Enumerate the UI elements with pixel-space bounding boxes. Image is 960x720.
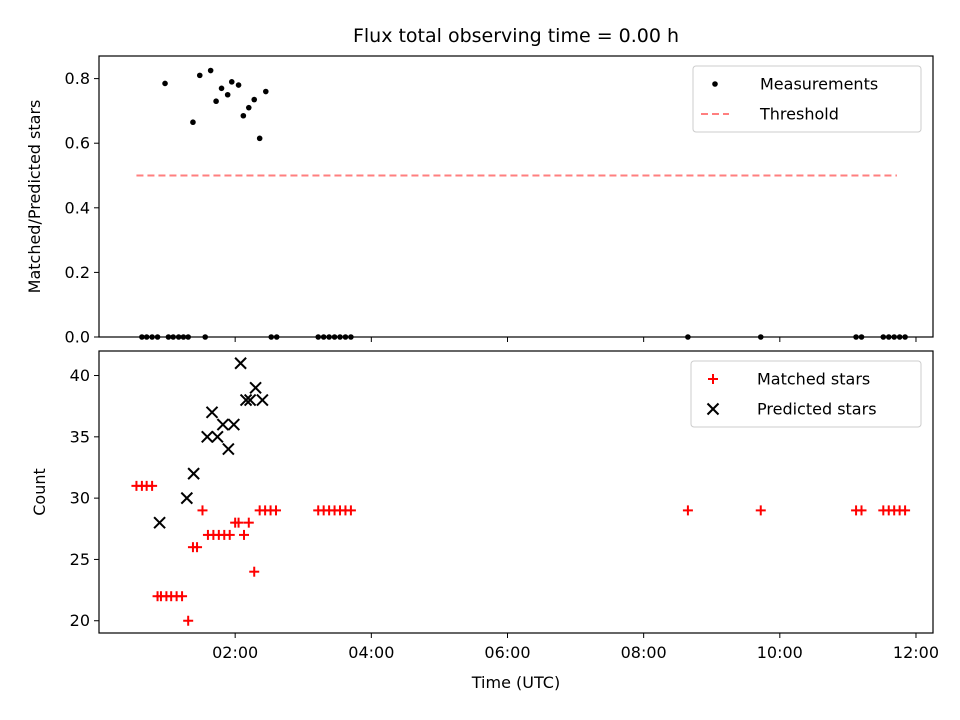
- measurements-point: [251, 96, 258, 103]
- matched-stars-point: [271, 505, 282, 516]
- x-tick-label: 04:00: [348, 643, 394, 662]
- predicted-stars-point-b: [205, 406, 219, 419]
- legend-predicted-stars-label: Predicted stars: [757, 400, 877, 419]
- x-tick-label: 10:00: [757, 643, 803, 662]
- y-tick-label: 0.8: [65, 69, 90, 88]
- legend-predicted-stars-swatch: [706, 402, 720, 416]
- x-axis-label: Time (UTC): [471, 673, 560, 692]
- y-tick-label: 35: [70, 427, 90, 446]
- plot-frame: [98, 350, 934, 634]
- predicted-stars-point: [222, 442, 235, 456]
- matched-stars-point: [183, 615, 194, 626]
- x-tick-label: 06:00: [484, 643, 530, 662]
- plot-frame: [98, 55, 934, 338]
- predicted-stars-point-b: [249, 381, 262, 394]
- chart-title: Flux total observing time = 0.00 h: [353, 25, 679, 47]
- matched-stars-point: [233, 517, 244, 528]
- predicted-stars-point-b: [239, 393, 253, 407]
- matched-stars-point: [224, 529, 235, 540]
- predicted-stars-point: [205, 406, 219, 419]
- measurements-point: [196, 72, 203, 79]
- matched-stars-point: [900, 505, 911, 516]
- legend: Matched stars Predicted stars: [690, 360, 922, 428]
- measurements-point: [218, 85, 225, 92]
- measurements-point: [213, 98, 219, 105]
- matched-stars-point: [177, 591, 188, 602]
- legend: Measurements Threshold: [692, 65, 922, 133]
- y-tick-label: 20: [70, 611, 90, 630]
- matched-stars-point: [197, 505, 208, 516]
- legend-measurements-swatch: [712, 81, 718, 87]
- predicted-stars-point: [239, 393, 253, 407]
- predicted-stars-point-b: [153, 516, 166, 529]
- y-tick-label: 0.4: [65, 198, 90, 217]
- predicted-stars-point-b: [187, 467, 200, 480]
- predicted-stars-point-b: [227, 418, 241, 431]
- matched-stars-point: [147, 480, 158, 491]
- predicted-stars-point-b: [216, 418, 230, 431]
- matched-stars-point: [345, 505, 356, 516]
- x-tick-label: 08:00: [621, 643, 667, 662]
- predicted-stars-point: [256, 393, 269, 407]
- matched-stars-point: [755, 505, 766, 516]
- legend-measurements-label: Measurements: [760, 75, 878, 94]
- predicted-stars-point: [234, 357, 247, 370]
- legend-matched-stars-label: Matched stars: [757, 370, 870, 389]
- measurements-point: [245, 104, 252, 111]
- legend-predicted-stars-swatch-b: [706, 402, 720, 416]
- measurements-point: [224, 91, 231, 98]
- matched-stars-point: [856, 505, 867, 516]
- predicted-stars-point: [243, 393, 257, 407]
- predicted-stars-point: [211, 430, 224, 444]
- legend-threshold-label: Threshold: [759, 105, 839, 124]
- x-tick-label: 02:00: [212, 643, 258, 662]
- measurements-point: [207, 67, 214, 74]
- predicted-stars-point-b: [180, 491, 194, 505]
- matched-stars-point: [682, 505, 693, 516]
- predicted-stars-point-b: [222, 442, 235, 456]
- y-tick-label: 40: [70, 366, 90, 385]
- legend-matched-stars-swatch: [708, 374, 718, 384]
- top-panel: 0.0 0.2 0.4 0.6 0.8 Flux total observing time…: [25, 25, 934, 347]
- measurements-point: [235, 82, 242, 88]
- predicted-stars-point: [227, 418, 241, 431]
- predicted-stars-point-b: [234, 357, 247, 370]
- legend-box: [692, 65, 922, 133]
- y-tick-label: 0.6: [65, 134, 90, 153]
- predicted-stars-point-b: [201, 430, 214, 444]
- y-tick-label: 30: [70, 489, 90, 508]
- predicted-stars-point-b: [211, 430, 224, 444]
- matched-stars-point: [243, 517, 254, 528]
- y-tick-label: 0.2: [65, 263, 90, 282]
- measurements-point: [162, 80, 168, 87]
- y-tick-label: 25: [70, 550, 90, 569]
- bottom-panel: 20 25 30 35 40 02:00 04:00 06:00 08:00 10:00 12:00…: [30, 350, 939, 692]
- measurements-series: [139, 67, 908, 340]
- predicted-stars-point-b: [256, 393, 269, 407]
- predicted-stars-point: [187, 467, 200, 480]
- legend-box: [690, 360, 922, 428]
- matched-stars-point: [192, 542, 203, 553]
- matched-stars-point: [249, 566, 260, 577]
- measurements-point: [256, 135, 263, 142]
- predicted-stars-point: [216, 418, 230, 431]
- measurements-point: [240, 112, 247, 119]
- y-tick-label: 0.0: [65, 328, 90, 347]
- predicted-stars-point: [180, 491, 194, 505]
- measurements-point: [228, 79, 235, 85]
- y-axis-label: Count: [30, 468, 49, 516]
- predicted-stars-point-b: [243, 393, 257, 407]
- predicted-stars-point: [153, 516, 166, 529]
- predicted-stars-point: [249, 381, 262, 394]
- y-axis-label: Matched/Predicted stars: [25, 100, 44, 294]
- matched-stars-point: [239, 529, 250, 540]
- predicted-stars-series: [153, 357, 269, 529]
- measurements-point: [190, 119, 196, 126]
- predicted-stars-point: [201, 430, 214, 444]
- x-tick-label: 12:00: [893, 643, 939, 662]
- matched-stars-series: [131, 480, 911, 626]
- measurements-point: [263, 88, 269, 95]
